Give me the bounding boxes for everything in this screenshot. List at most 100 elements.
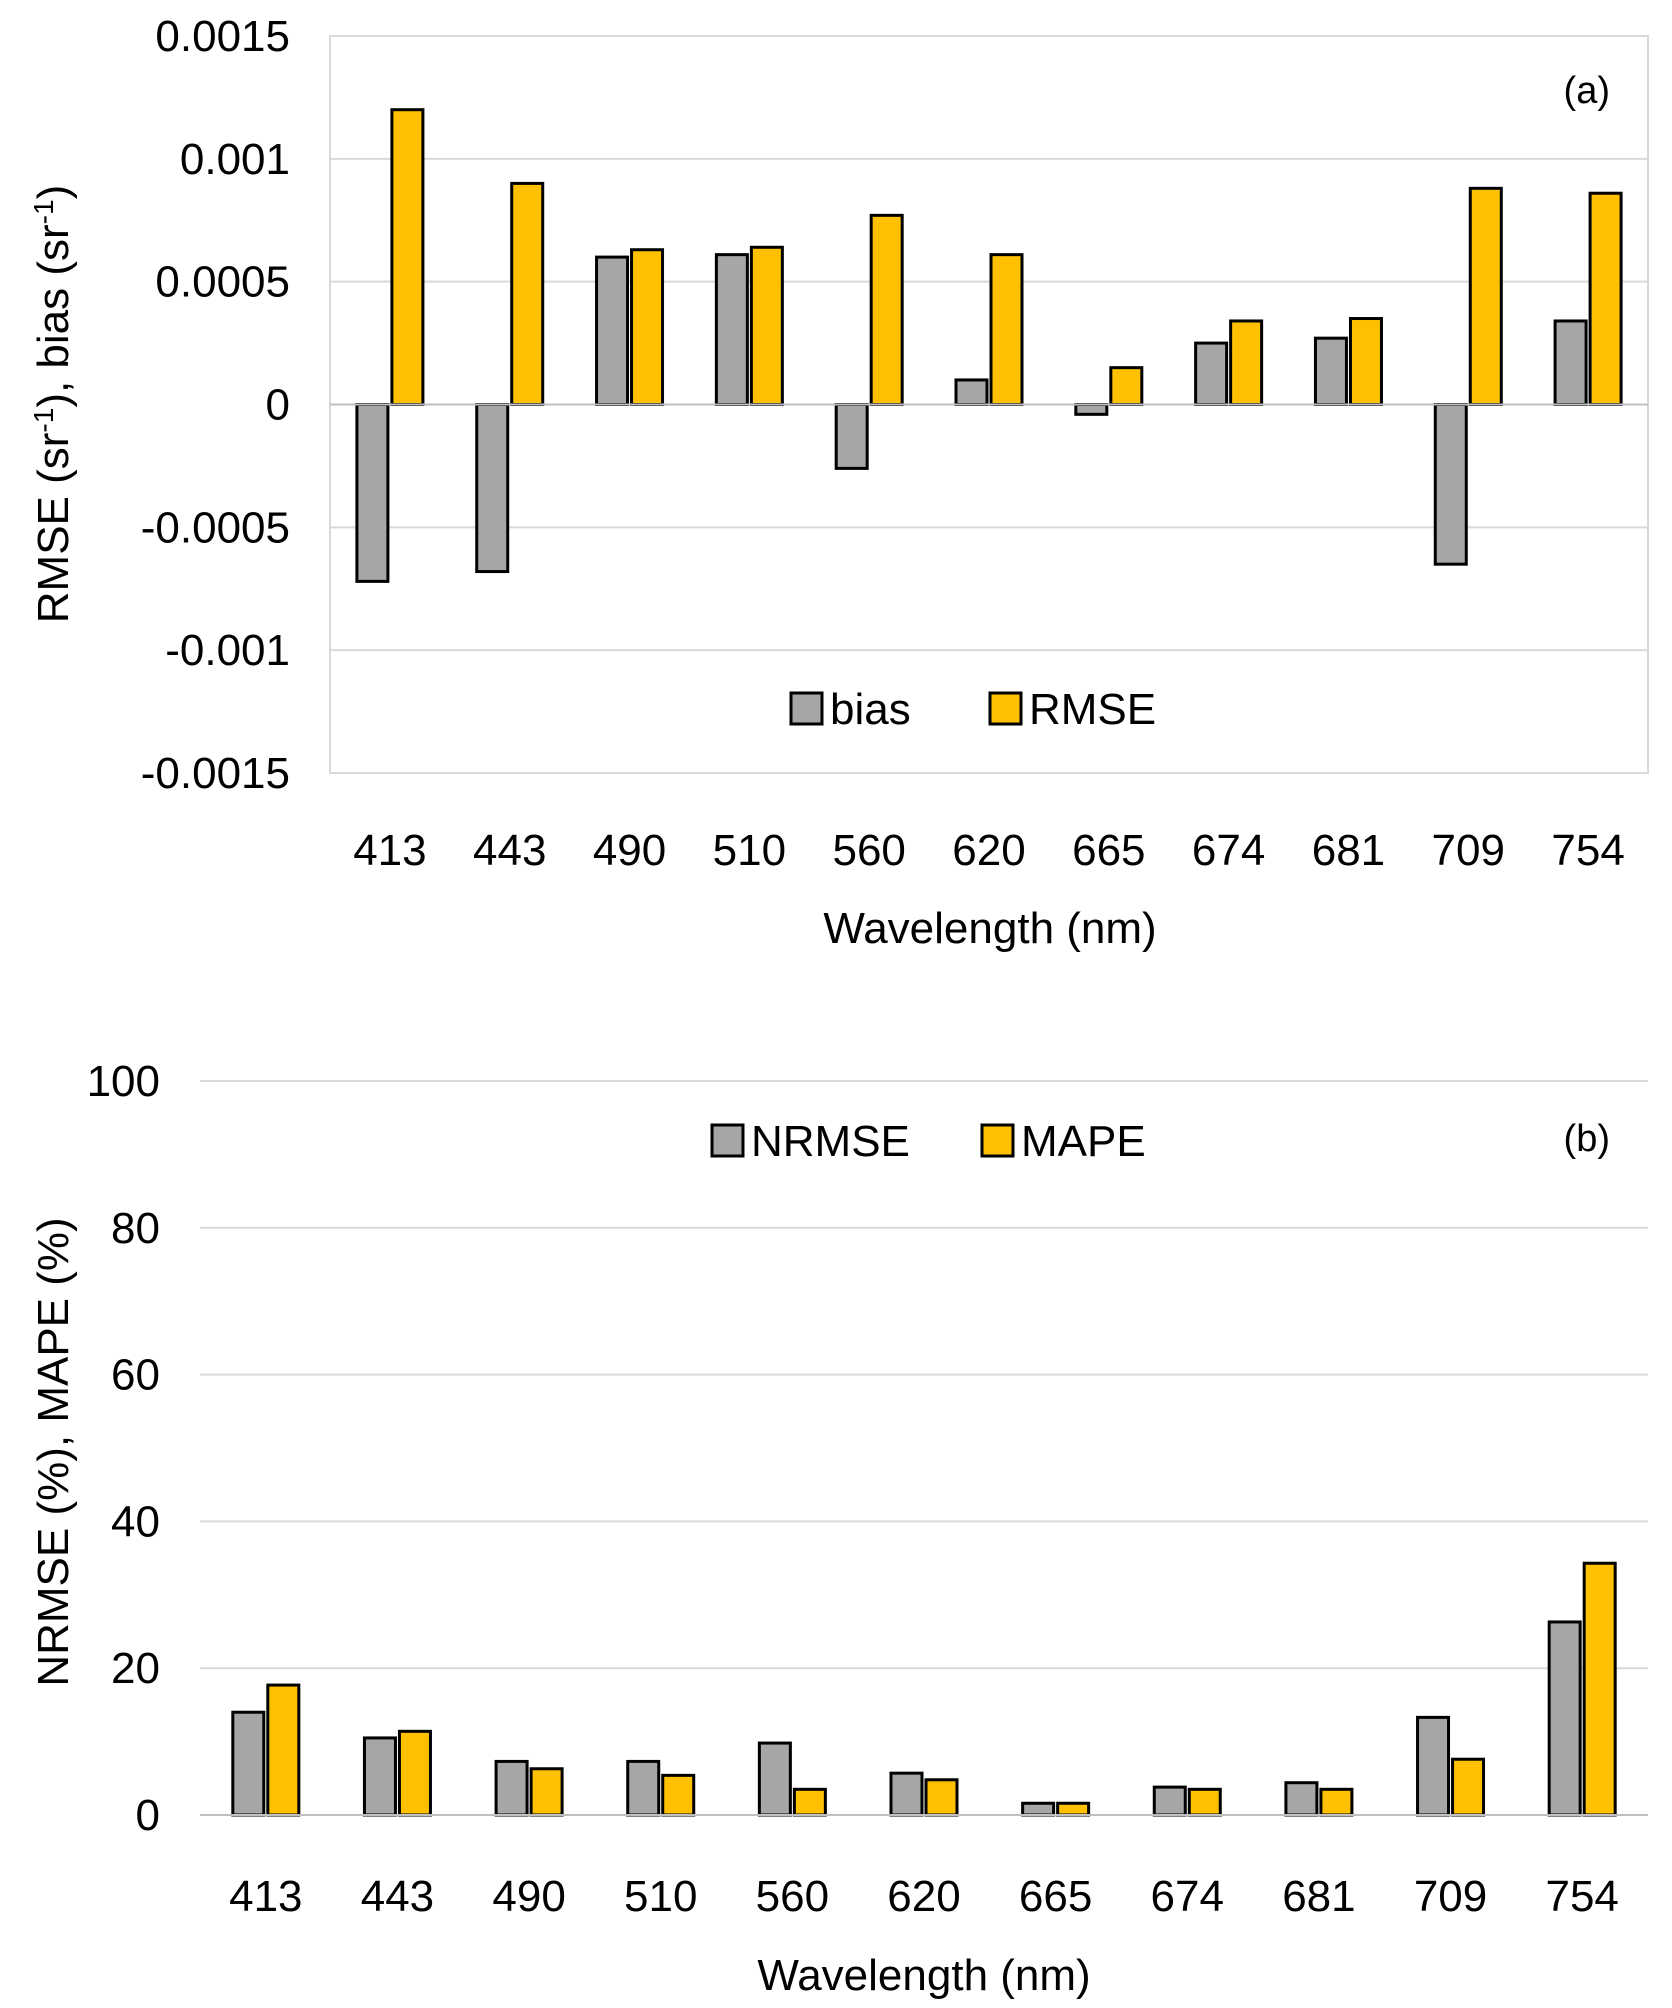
- bar-bias-709: [1433, 403, 1468, 566]
- panel-label-a: (a): [1564, 70, 1610, 112]
- legend-swatch-bias: [789, 691, 824, 726]
- bar-bias-620: [954, 378, 989, 406]
- y-tick-label-a-0: 0.0015: [155, 12, 290, 61]
- bar-nrmse-709: [1416, 1715, 1451, 1817]
- y-tick-label-b-4: 20: [111, 1644, 160, 1693]
- legend-label-nrmse: NRMSE: [751, 1117, 910, 1166]
- panel-label-b: (b): [1564, 1118, 1610, 1160]
- grid-b: [200, 1080, 1648, 1670]
- y-axis-title-b: NRMSE (%), MAPE (%): [29, 1217, 78, 1686]
- y-axis-title-a-part2: ), bias (sr: [29, 224, 78, 407]
- y-tick-label-a-4: -0.0005: [141, 503, 290, 552]
- bar-mape-681: [1319, 1787, 1354, 1817]
- bar-nrmse-665: [1021, 1801, 1056, 1817]
- bar-nrmse-754: [1547, 1620, 1582, 1817]
- y-tick-label-a-2: 0.0005: [155, 258, 290, 307]
- x-ticks-a: 413 443 490 510 560 620 665 674 681 709 754: [353, 826, 1625, 875]
- y-axis-title-a-sup2: -1: [28, 199, 59, 224]
- y-axis-title-a-sup1: -1: [28, 408, 59, 433]
- bar-nrmse-413: [231, 1710, 266, 1817]
- bar-rmse-681: [1348, 317, 1383, 406]
- y-tick-label-b-5: 0: [136, 1791, 160, 1840]
- bar-mape-620: [924, 1778, 959, 1817]
- bar-rmse-443: [510, 181, 545, 406]
- legend-label-rmse: RMSE: [1029, 685, 1156, 734]
- y-axis-title-a: RMSE (sr-1), bias (sr-1): [28, 185, 79, 623]
- x-tick-label-a-681: 681: [1312, 826, 1385, 875]
- x-tick-label-a-709: 709: [1432, 826, 1505, 875]
- bar-mape-560: [792, 1787, 827, 1817]
- bar-mape-754: [1582, 1561, 1617, 1817]
- x-tick-label-a-754: 754: [1551, 826, 1624, 875]
- bar-nrmse-490: [494, 1759, 529, 1817]
- x-ticks-b: 413 443 490 510 560 620 665 674 681 709 754: [229, 1872, 1619, 1921]
- bar-nrmse-510: [626, 1759, 661, 1817]
- legend-b: NRMSE MAPE: [710, 1117, 1146, 1166]
- bar-bias-443: [475, 403, 510, 574]
- x-tick-label-a-620: 620: [952, 826, 1025, 875]
- x-tick-label-a-674: 674: [1192, 826, 1265, 875]
- x-tick-label-a-413: 413: [353, 826, 426, 875]
- bar-bias-413: [355, 403, 390, 583]
- bar-mape-709: [1451, 1757, 1486, 1817]
- bar-bias-665: [1074, 403, 1109, 416]
- y-tick-label-b-0: 100: [87, 1057, 160, 1106]
- bar-nrmse-674: [1152, 1785, 1187, 1817]
- bar-mape-674: [1187, 1787, 1222, 1817]
- bars-a: [355, 108, 1623, 583]
- bar-bias-510: [714, 253, 749, 406]
- bar-rmse-560: [869, 213, 904, 406]
- x-tick-label-b-674: 674: [1151, 1872, 1224, 1921]
- x-tick-label-b-620: 620: [887, 1872, 960, 1921]
- bar-rmse-674: [1229, 319, 1264, 406]
- x-tick-label-b-413: 413: [229, 1872, 302, 1921]
- y-tick-label-a-5: -0.001: [165, 626, 290, 675]
- bar-bias-681: [1313, 336, 1348, 407]
- bar-rmse-709: [1468, 186, 1503, 406]
- x-tick-label-b-510: 510: [624, 1872, 697, 1921]
- bar-mape-413: [266, 1683, 301, 1817]
- y-tick-label-b-3: 40: [111, 1497, 160, 1546]
- x-axis-title-b: Wavelength (nm): [757, 1951, 1090, 2000]
- bar-rmse-620: [989, 253, 1024, 406]
- legend-label-mape: MAPE: [1021, 1117, 1146, 1166]
- x-tick-label-b-665: 665: [1019, 1872, 1092, 1921]
- legend-label-bias: bias: [830, 685, 911, 734]
- y-tick-label-a-1: 0.001: [180, 135, 290, 184]
- y-ticks-b: 100 80 60 40 20 0: [87, 1057, 160, 1840]
- bar-nrmse-443: [362, 1736, 397, 1817]
- x-tick-label-b-560: 560: [756, 1872, 829, 1921]
- y-ticks-a: 0.0015 0.001 0.0005 0 -0.0005 -0.001 -0.0015: [141, 12, 290, 798]
- bar-rmse-490: [630, 248, 665, 406]
- bar-rmse-413: [390, 108, 425, 406]
- x-tick-label-b-681: 681: [1282, 1872, 1355, 1921]
- y-axis-title-a-part1: RMSE (sr: [29, 433, 78, 624]
- bar-nrmse-620: [889, 1771, 924, 1817]
- legend-swatch-nrmse: [710, 1123, 745, 1158]
- bar-rmse-665: [1109, 366, 1144, 406]
- panel-a: 0.0015 0.001 0.0005 0 -0.0005 -0.001 -0.0015 4…: [28, 12, 1649, 953]
- x-tick-label-a-510: 510: [713, 826, 786, 875]
- legend-swatch-mape: [980, 1123, 1015, 1158]
- bars-b: [231, 1561, 1617, 1817]
- panel-b: 100 80 60 40 20 0 413 443 490 510 560 620 665 674 681…: [29, 1057, 1648, 2000]
- x-tick-label-a-560: 560: [832, 826, 905, 875]
- bar-mape-665: [1056, 1801, 1091, 1817]
- bar-bias-754: [1553, 319, 1588, 406]
- y-tick-label-b-1: 80: [111, 1204, 160, 1253]
- x-tick-label-b-754: 754: [1545, 1872, 1618, 1921]
- x-tick-label-a-665: 665: [1072, 826, 1145, 875]
- bar-bias-490: [595, 255, 630, 406]
- y-tick-label-b-2: 60: [111, 1351, 160, 1400]
- y-tick-label-a-6: -0.0015: [141, 749, 290, 798]
- bar-nrmse-560: [757, 1741, 792, 1817]
- x-tick-label-b-709: 709: [1414, 1872, 1487, 1921]
- bar-mape-490: [529, 1767, 564, 1817]
- legend-a: bias RMSE: [789, 685, 1156, 734]
- bar-bias-674: [1194, 341, 1229, 407]
- bar-mape-443: [397, 1729, 432, 1817]
- x-axis-title-a: Wavelength (nm): [823, 904, 1156, 953]
- bar-rmse-754: [1588, 191, 1623, 406]
- x-tick-label-b-490: 490: [492, 1872, 565, 1921]
